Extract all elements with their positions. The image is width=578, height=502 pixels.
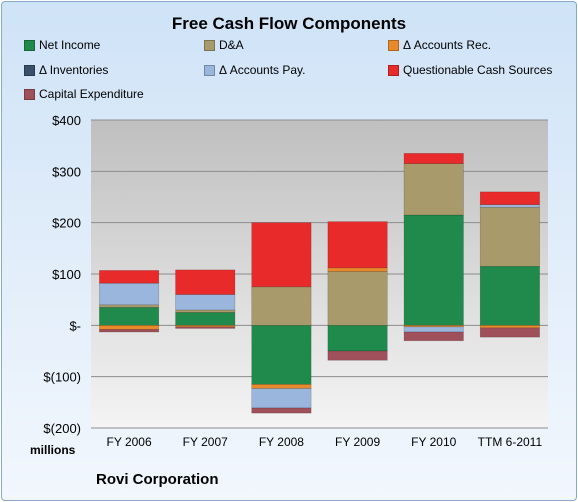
y-tick-label: $400 — [52, 113, 81, 128]
bar-segment — [99, 282, 160, 306]
bar-segment — [327, 350, 388, 361]
legend-label: Capital Expenditure — [39, 87, 144, 101]
bar-segment — [251, 384, 312, 389]
bar-segment — [327, 221, 388, 269]
bar-segment — [175, 294, 236, 311]
legend-label: Questionable Cash Sources — [403, 63, 553, 77]
legend-item: Δ Inventories — [24, 63, 108, 77]
bar-segment — [479, 206, 540, 267]
legend-label: Net Income — [39, 38, 101, 52]
bar-segment — [251, 286, 312, 326]
x-tick-label: TTM 6-2011 — [478, 435, 543, 449]
bar-segment — [327, 267, 388, 272]
legend-swatch — [24, 88, 35, 100]
y-tick-label: $(200) — [43, 421, 81, 436]
x-tick-label: FY 2009 — [335, 435, 380, 449]
bar-segment — [403, 214, 464, 326]
bar-segment — [175, 269, 236, 295]
bar-segment — [251, 222, 312, 288]
y-tick-label: $(100) — [43, 370, 81, 385]
bar-segment — [251, 388, 312, 409]
legend-item: Δ Accounts Pay. — [204, 63, 306, 77]
bar-segment — [479, 191, 540, 206]
legend-label: Δ Accounts Pay. — [219, 63, 306, 77]
bar-segment — [251, 325, 312, 385]
bar-segment — [327, 325, 388, 352]
x-axis: FY 2006 FY 2007 FY 2008 FY 2009 FY 2010 TTM 6… — [107, 435, 543, 449]
bar-segment — [99, 307, 160, 326]
bar-segment — [175, 309, 236, 313]
legend-item: Capital Expenditure — [24, 87, 144, 101]
bar-segment — [479, 325, 540, 329]
bar-segment — [403, 163, 464, 216]
legend-swatch — [204, 64, 215, 76]
bar-segment — [99, 329, 160, 333]
bar-segment — [479, 265, 540, 326]
bar-segment — [175, 312, 236, 326]
bar-segment — [99, 270, 160, 284]
y-tick-label: $300 — [52, 164, 81, 179]
x-tick-label: FY 2006 — [107, 435, 152, 449]
legend-swatch — [24, 64, 35, 76]
chart-title: Free Cash Flow Components — [171, 14, 407, 33]
legend-label: Δ Inventories — [39, 63, 109, 77]
bar-segment — [99, 304, 160, 308]
bar-segment — [403, 331, 464, 342]
y-tick-label: $200 — [52, 216, 81, 231]
legend-item: Δ Accounts Rec. — [388, 38, 491, 52]
legend-label: D&A — [219, 38, 244, 52]
y-axis: $400 $300 $200 $100 $- $(100) $(200) — [43, 113, 81, 436]
legend-swatch — [24, 39, 35, 51]
bar-segment — [175, 326, 236, 329]
x-tick-label: FY 2007 — [183, 435, 228, 449]
bar-segment — [479, 204, 540, 208]
bar-segment — [403, 326, 464, 333]
legend-item: Net Income — [24, 38, 100, 52]
units-label: millions — [30, 443, 76, 457]
legend-swatch — [204, 39, 215, 51]
gridlines — [91, 119, 548, 429]
legend-swatch — [388, 64, 399, 76]
bar-segment — [479, 327, 540, 338]
bars — [99, 153, 540, 414]
bar-segment — [99, 325, 160, 330]
legend-label: Δ Accounts Rec. — [403, 38, 492, 52]
bar-segment — [251, 407, 312, 414]
x-tick-label: FY 2008 — [259, 435, 304, 449]
legend-swatch — [388, 39, 399, 51]
bar-segment — [403, 153, 464, 164]
legend-item: Questionable Cash Sources — [388, 63, 552, 77]
company-name: Rovi Corporation — [96, 471, 219, 488]
y-tick-label: $100 — [52, 267, 81, 282]
y-tick-label: $- — [69, 318, 81, 333]
x-tick-label: FY 2010 — [411, 435, 456, 449]
legend-item: D&A — [204, 38, 244, 52]
bar-segment — [327, 271, 388, 326]
